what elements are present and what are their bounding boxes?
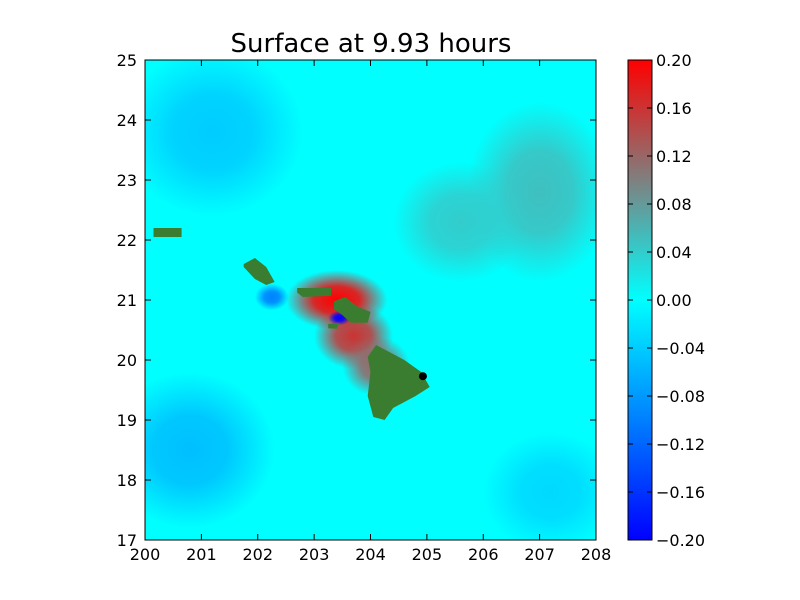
colorbar-ticks: 0.20 0.16 0.12 0.08 0.04 0.00 −0.04 −0.08 −0.12 −… bbox=[628, 51, 705, 550]
anomaly-blob bbox=[254, 283, 289, 311]
land-molokai bbox=[297, 288, 331, 297]
y-tick-label: 21 bbox=[117, 291, 137, 310]
x-tick-label: 208 bbox=[581, 545, 612, 564]
land-layer bbox=[153, 228, 430, 420]
x-tick-label: 201 bbox=[186, 545, 217, 564]
colorbar: 0.20 0.16 0.12 0.08 0.04 0.00 −0.04 −0.08 −0.12 −… bbox=[627, 51, 705, 550]
colorbar-tick-label: 0.12 bbox=[656, 147, 692, 166]
y-tick-label: 18 bbox=[117, 471, 137, 490]
y-tick-label: 17 bbox=[117, 531, 137, 550]
y-tick-label: 20 bbox=[117, 351, 137, 370]
colorbar-tick-label: 0.04 bbox=[656, 243, 692, 262]
anomaly-blob bbox=[145, 60, 303, 216]
land-kauai bbox=[153, 228, 182, 237]
x-tick-label: 200 bbox=[130, 545, 161, 564]
colorbar-tick-label: −0.04 bbox=[656, 339, 705, 358]
land-kahoolawe bbox=[328, 322, 340, 329]
plot-area: 200 201 202 203 204 205 206 207 208 17 18 19 20 21 22… bbox=[117, 51, 612, 564]
chart-title: Surface at 9.93 hours bbox=[231, 29, 512, 59]
colorbar-tick-label: 0.16 bbox=[656, 99, 692, 118]
land-maui bbox=[333, 297, 371, 323]
colorbar-tick-label: −0.12 bbox=[656, 435, 705, 454]
colorbar-tick-label: 0.20 bbox=[656, 51, 692, 70]
anomaly-blob bbox=[483, 432, 596, 540]
x-tick-label: 207 bbox=[524, 545, 555, 564]
y-tick-label: 23 bbox=[117, 171, 137, 190]
anomaly-layer bbox=[145, 60, 596, 540]
y-tick-label: 24 bbox=[117, 111, 137, 130]
x-tick-label: 205 bbox=[412, 545, 443, 564]
colorbar-tick-label: −0.08 bbox=[656, 387, 705, 406]
y-axis: 17 18 19 20 21 22 23 24 25 bbox=[117, 51, 596, 550]
marker-layer bbox=[418, 372, 427, 381]
x-tick-label: 203 bbox=[299, 545, 330, 564]
x-tick-label: 204 bbox=[355, 545, 386, 564]
x-tick-label: 206 bbox=[468, 545, 499, 564]
land-oahu bbox=[243, 258, 275, 285]
land-hawaii bbox=[367, 345, 430, 420]
colorbar-tick-label: 0.08 bbox=[656, 195, 692, 214]
anomaly-blob bbox=[393, 162, 529, 282]
colorbar-tick-label: −0.20 bbox=[656, 531, 705, 550]
x-axis: 200 201 202 203 204 205 206 207 208 bbox=[130, 60, 612, 564]
y-tick-label: 25 bbox=[117, 51, 137, 70]
y-tick-label: 19 bbox=[117, 411, 137, 430]
station-marker bbox=[418, 372, 427, 381]
anomaly-blob bbox=[145, 372, 275, 528]
y-tick-label: 22 bbox=[117, 231, 137, 250]
colorbar-tick-label: −0.16 bbox=[656, 483, 705, 502]
colorbar-tick-label: 0.00 bbox=[656, 291, 692, 310]
x-tick-label: 202 bbox=[242, 545, 273, 564]
